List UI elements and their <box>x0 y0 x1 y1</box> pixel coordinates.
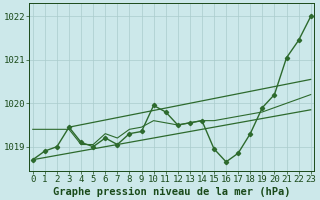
X-axis label: Graphe pression niveau de la mer (hPa): Graphe pression niveau de la mer (hPa) <box>53 186 291 197</box>
